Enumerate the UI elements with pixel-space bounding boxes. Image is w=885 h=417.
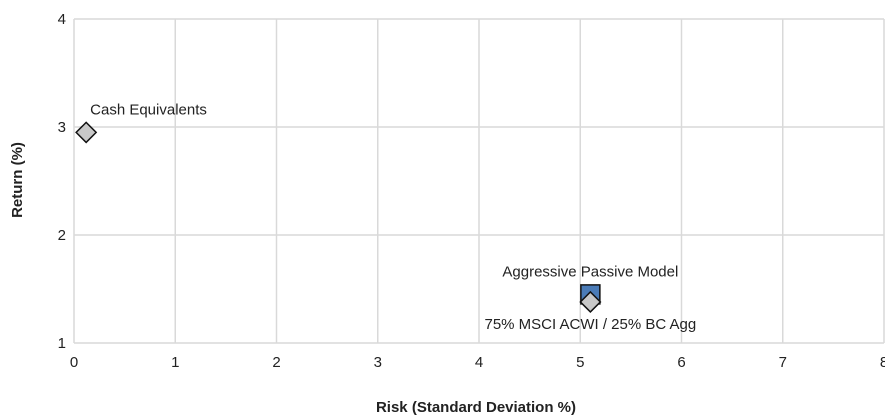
x-axis-title: Risk (Standard Deviation %): [376, 399, 576, 416]
x-tick-label: 0: [70, 354, 78, 371]
x-tick-label: 4: [475, 354, 483, 371]
y-tick-label: 1: [58, 335, 66, 352]
marker-cash-equivalents: [75, 121, 98, 144]
point-labels: Cash Equivalents Aggressive Passive Model…: [90, 101, 696, 333]
x-tick-label: 2: [272, 354, 280, 371]
marker-75-msci-acwi-25-bc-agg: [579, 290, 602, 314]
point-label-cash-equivalents: Cash Equivalents: [90, 101, 207, 118]
x-tick-label: 6: [677, 354, 685, 371]
y-tick-label: 3: [58, 119, 66, 136]
y-tick-label: 4: [58, 11, 66, 28]
x-tick-label: 7: [779, 354, 787, 371]
y-tick-label: 2: [58, 227, 66, 244]
point-label-aggressive-passive-model: Aggressive Passive Model: [502, 263, 678, 280]
grid-lines: [73, 18, 885, 344]
x-tick-label: 3: [374, 354, 382, 371]
x-tick-label: 5: [576, 354, 584, 371]
y-axis-title: Return (%): [9, 142, 26, 218]
data-points: [75, 121, 602, 314]
point-label-75-msci-acwi-25-bc-agg: 75% MSCI ACWI / 25% BC Agg: [484, 316, 696, 333]
x-tick-label: 8: [880, 354, 885, 371]
x-tick-label: 1: [171, 354, 179, 371]
